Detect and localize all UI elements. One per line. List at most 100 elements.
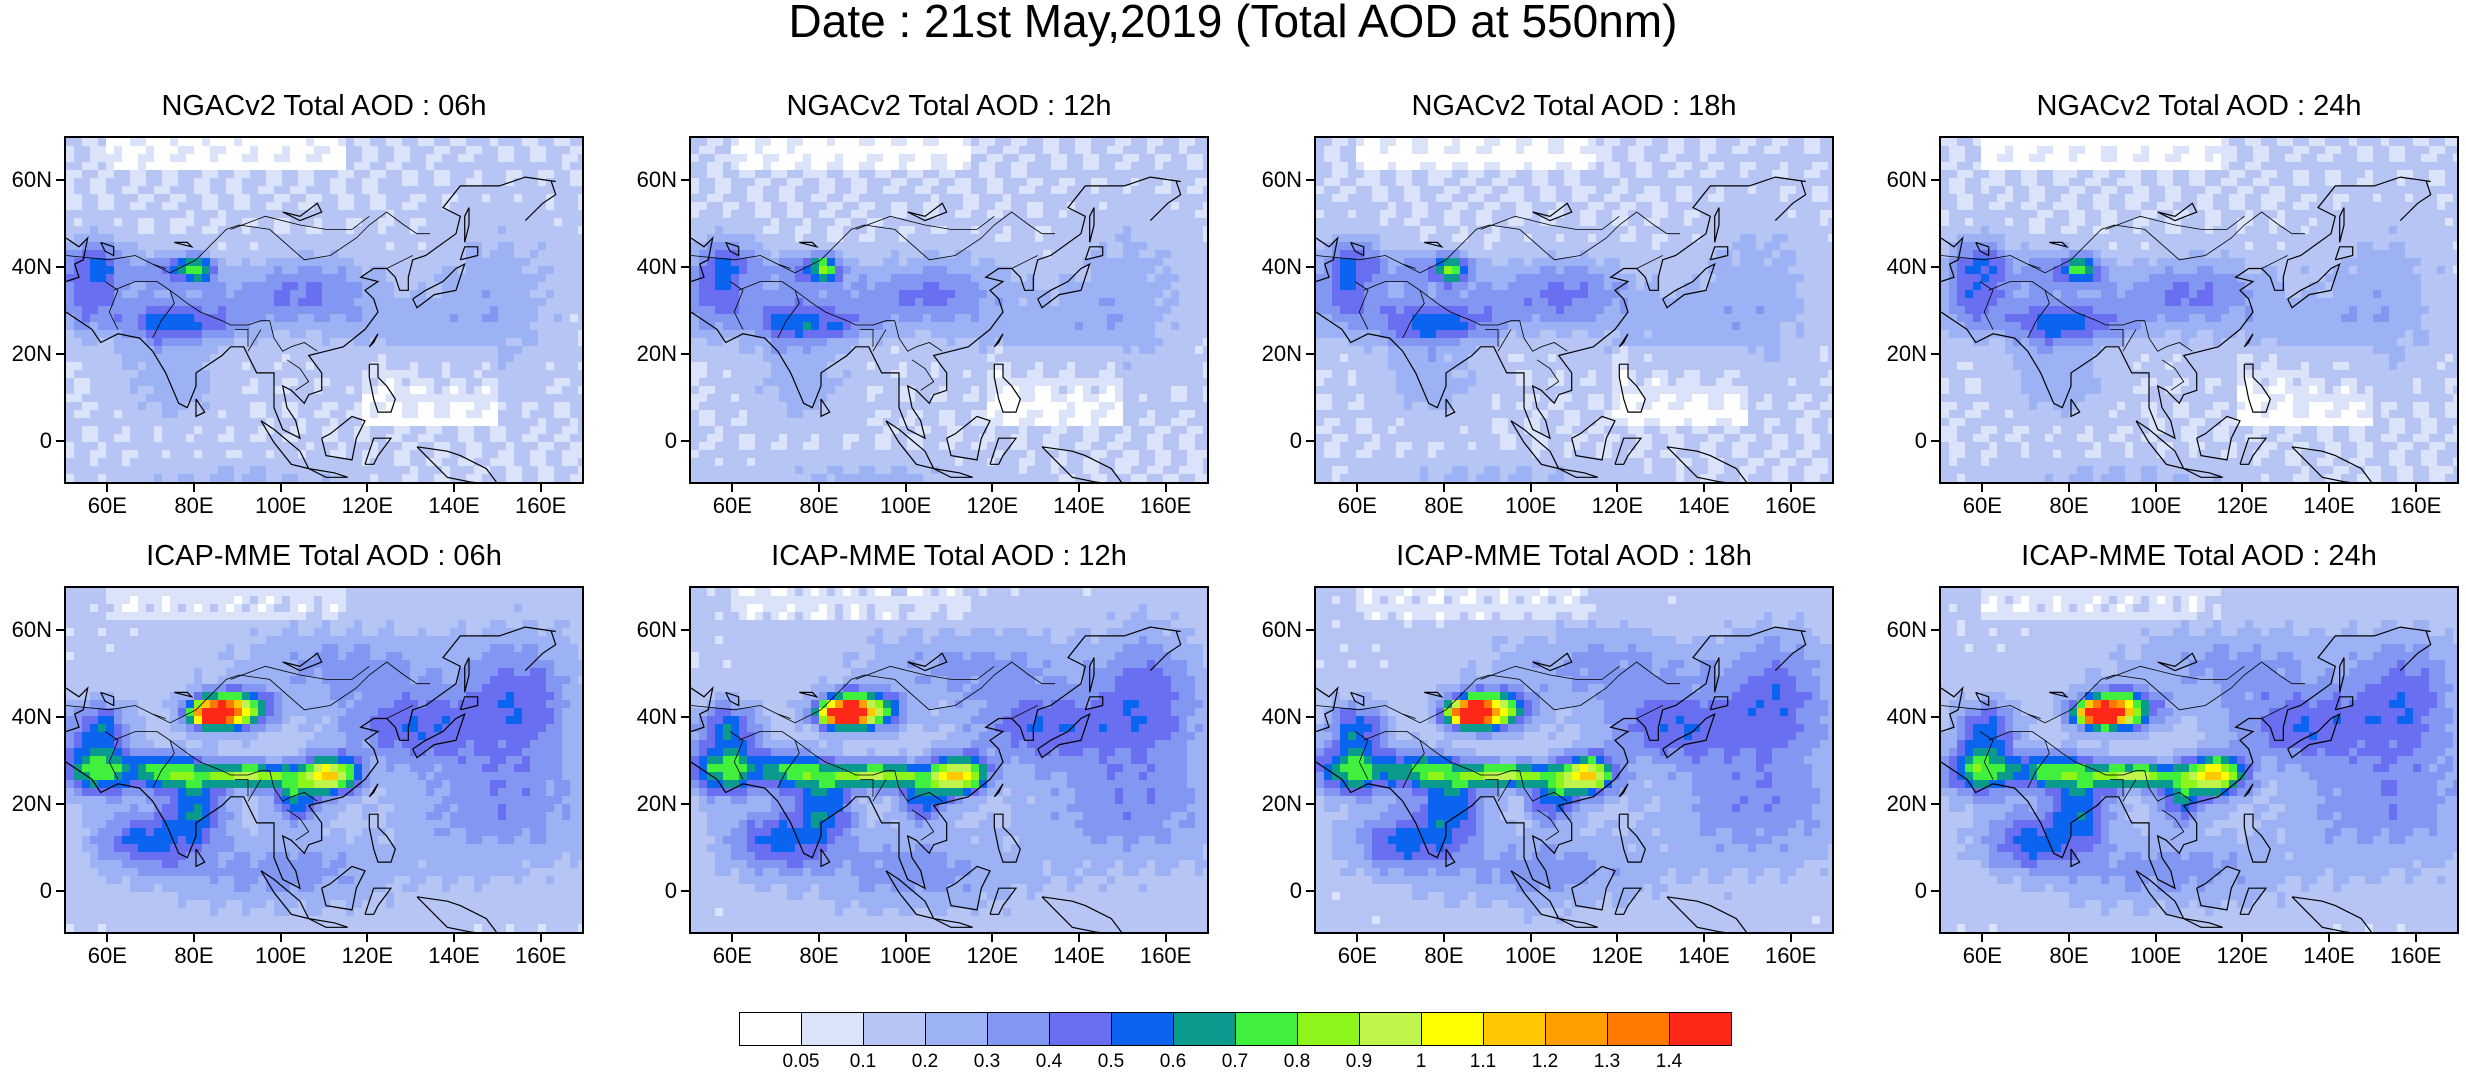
lon-tick-label: 100E bbox=[866, 494, 946, 518]
lon-tick-label: 80E bbox=[779, 944, 859, 968]
lat-tick-label: 40N bbox=[1877, 705, 1927, 729]
lat-tick-label: 20N bbox=[627, 342, 677, 366]
lon-tick-label: 160E bbox=[501, 494, 581, 518]
lon-tick bbox=[280, 484, 282, 492]
colorbar-label: 0.9 bbox=[1329, 1051, 1389, 1073]
lat-tick-label: 0 bbox=[627, 879, 677, 903]
lon-tick-label: 80E bbox=[1404, 494, 1484, 518]
lon-tick bbox=[2068, 484, 2070, 492]
lon-tick-label: 60E bbox=[692, 944, 772, 968]
lon-tick bbox=[2155, 934, 2157, 942]
lon-tick-label: 140E bbox=[2289, 944, 2369, 968]
aod-field bbox=[691, 588, 1209, 934]
colorbar-swatch bbox=[801, 1012, 864, 1046]
lon-tick bbox=[1616, 934, 1618, 942]
lon-tick-label: 80E bbox=[154, 494, 234, 518]
lat-tick bbox=[681, 179, 689, 181]
lat-tick bbox=[1931, 629, 1939, 631]
lon-tick-label: 60E bbox=[1317, 944, 1397, 968]
lon-tick-label: 100E bbox=[241, 494, 321, 518]
aod-map-panel bbox=[689, 136, 1209, 484]
lon-tick bbox=[1443, 484, 1445, 492]
lon-tick bbox=[731, 484, 733, 492]
aod-field bbox=[1941, 138, 2459, 484]
lon-tick-label: 60E bbox=[67, 944, 147, 968]
lon-tick bbox=[1981, 934, 1983, 942]
lon-tick bbox=[905, 934, 907, 942]
lat-tick-label: 20N bbox=[627, 792, 677, 816]
lat-tick-label: 40N bbox=[1252, 705, 1302, 729]
lon-tick-label: 60E bbox=[1317, 494, 1397, 518]
lon-tick-label: 160E bbox=[1126, 494, 1206, 518]
lat-tick-label: 0 bbox=[2, 429, 52, 453]
colorbar-label: 0.1 bbox=[833, 1051, 893, 1073]
colorbar-swatch bbox=[1111, 1012, 1174, 1046]
lon-tick bbox=[1078, 934, 1080, 942]
panel-title: ICAP-MME Total AOD : 12h bbox=[689, 539, 1209, 573]
lon-tick-label: 60E bbox=[1942, 494, 2022, 518]
lon-tick bbox=[280, 934, 282, 942]
lon-tick-label: 80E bbox=[2029, 944, 2109, 968]
lat-tick bbox=[56, 440, 64, 442]
lon-tick bbox=[453, 484, 455, 492]
lon-tick bbox=[1703, 934, 1705, 942]
colorbar-swatch bbox=[1669, 1012, 1732, 1046]
lat-tick bbox=[56, 629, 64, 631]
lon-tick bbox=[1981, 484, 1983, 492]
lat-tick bbox=[681, 716, 689, 718]
lon-tick-label: 160E bbox=[1751, 494, 1831, 518]
lon-tick-label: 140E bbox=[1664, 494, 1744, 518]
lon-tick bbox=[1443, 934, 1445, 942]
lon-tick bbox=[1078, 484, 1080, 492]
lon-tick-label: 160E bbox=[501, 944, 581, 968]
lon-tick-label: 120E bbox=[2202, 494, 2282, 518]
panel-title: NGACv2 Total AOD : 06h bbox=[64, 89, 584, 123]
lon-tick bbox=[366, 484, 368, 492]
aod-map-panel bbox=[64, 136, 584, 484]
lon-tick bbox=[2415, 934, 2417, 942]
colorbar-label: 1.4 bbox=[1639, 1051, 1699, 1073]
aod-field bbox=[66, 138, 584, 484]
lon-tick-label: 120E bbox=[2202, 944, 2282, 968]
lat-tick bbox=[56, 266, 64, 268]
lon-tick-label: 60E bbox=[67, 494, 147, 518]
lon-tick bbox=[2415, 484, 2417, 492]
colorbar-label: 0.6 bbox=[1143, 1051, 1203, 1073]
colorbar-swatch bbox=[1297, 1012, 1360, 1046]
panel-title: ICAP-MME Total AOD : 24h bbox=[1939, 539, 2459, 573]
lon-tick bbox=[1790, 484, 1792, 492]
lon-tick bbox=[1165, 934, 1167, 942]
lon-tick bbox=[905, 484, 907, 492]
lon-tick-label: 120E bbox=[327, 944, 407, 968]
aod-map-panel bbox=[1314, 136, 1834, 484]
panel-title: ICAP-MME Total AOD : 06h bbox=[64, 539, 584, 573]
lat-tick-label: 40N bbox=[2, 255, 52, 279]
colorbar-swatch bbox=[1483, 1012, 1546, 1046]
lat-tick bbox=[681, 440, 689, 442]
lat-tick-label: 0 bbox=[1252, 879, 1302, 903]
panel-title: NGACv2 Total AOD : 24h bbox=[1939, 89, 2459, 123]
lat-tick bbox=[1931, 266, 1939, 268]
lon-tick bbox=[1356, 484, 1358, 492]
aod-field bbox=[691, 138, 1209, 484]
lat-tick bbox=[1306, 803, 1314, 805]
lat-tick-label: 60N bbox=[1252, 618, 1302, 642]
lat-tick-label: 20N bbox=[2, 792, 52, 816]
lon-tick-label: 80E bbox=[1404, 944, 1484, 968]
lat-tick-label: 60N bbox=[627, 168, 677, 192]
lat-tick bbox=[681, 890, 689, 892]
lat-tick-label: 60N bbox=[2, 618, 52, 642]
lon-tick bbox=[731, 934, 733, 942]
lon-tick bbox=[1530, 484, 1532, 492]
lon-tick-label: 140E bbox=[2289, 494, 2369, 518]
lat-tick bbox=[1931, 179, 1939, 181]
panel-title: ICAP-MME Total AOD : 18h bbox=[1314, 539, 1834, 573]
colorbar-label: 0.5 bbox=[1081, 1051, 1141, 1073]
lat-tick-label: 20N bbox=[2, 342, 52, 366]
colorbar-swatch bbox=[739, 1012, 802, 1046]
lon-tick bbox=[1356, 934, 1358, 942]
lat-tick-label: 0 bbox=[2, 879, 52, 903]
lon-tick bbox=[540, 934, 542, 942]
colorbar-label: 0.2 bbox=[895, 1051, 955, 1073]
lat-tick bbox=[681, 353, 689, 355]
